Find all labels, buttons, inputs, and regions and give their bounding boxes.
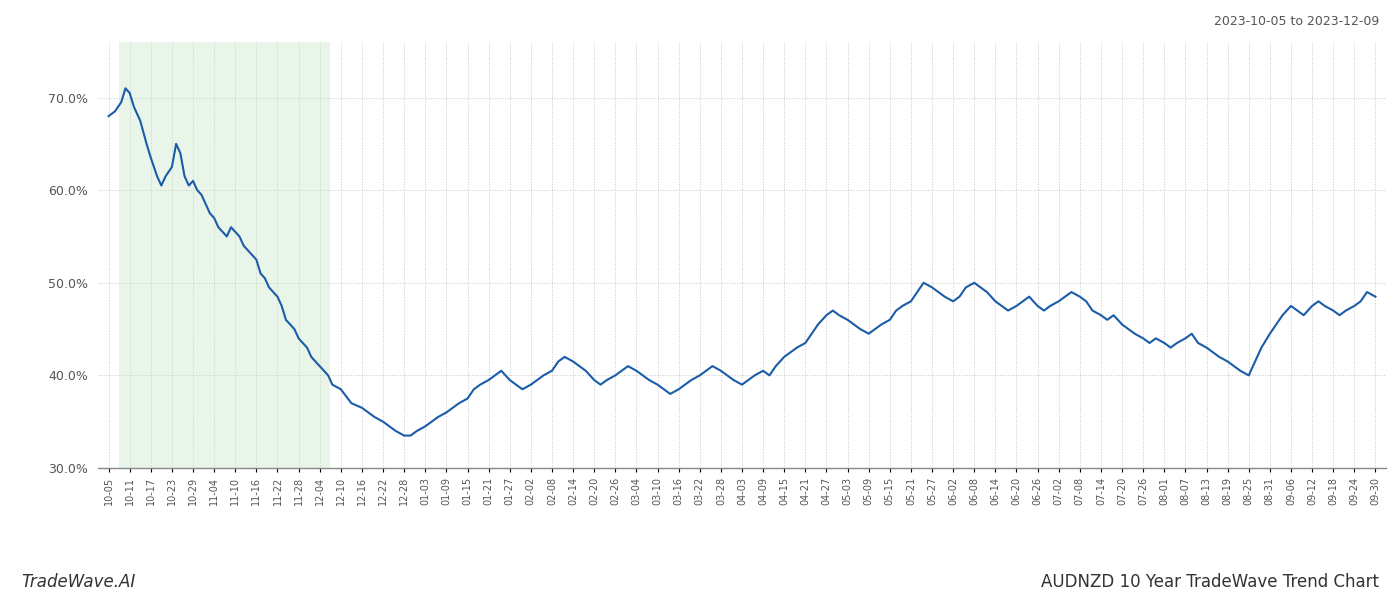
Text: 2023-10-05 to 2023-12-09: 2023-10-05 to 2023-12-09 (1214, 15, 1379, 28)
Text: AUDNZD 10 Year TradeWave Trend Chart: AUDNZD 10 Year TradeWave Trend Chart (1042, 573, 1379, 591)
Text: TradeWave.AI: TradeWave.AI (21, 573, 136, 591)
Bar (119, 42, 330, 468)
